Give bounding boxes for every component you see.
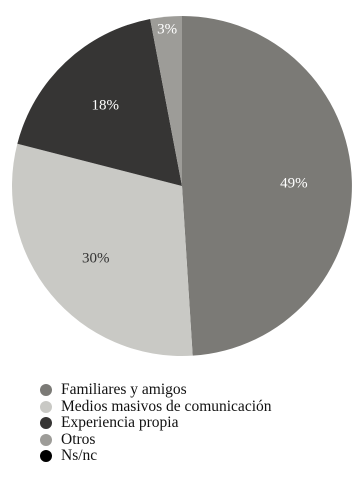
pie-chart: 49% 30% 18% 3% [11,16,352,356]
pie-slice-0 [182,16,352,356]
slice-value-label-1: 30% [82,250,110,266]
legend-item-4: Ns/nc [40,448,272,465]
slice-value-label-2: 18% [92,97,120,113]
legend-label-4: Ns/nc [61,447,98,465]
pie-slice-2 [17,19,183,187]
legend-label-1: Medios masivos de comunicación [61,397,272,415]
chart-legend: Familiares y amigos Medios masivos de com… [40,382,272,465]
legend-swatch-2 [40,417,52,430]
pie-slice-1 [11,143,193,356]
legend-swatch-1 [40,400,52,413]
legend-swatch-0 [40,384,52,397]
legend-item-2: Experiencia propia [40,415,272,432]
legend-item-0: Familiares y amigos [40,382,272,399]
slice-value-label-0: 49% [280,176,308,192]
legend-label-2: Experiencia propia [61,414,179,432]
legend-label-3: Otros [61,430,96,448]
legend-item-3: Otros [40,430,272,449]
legend-label-0: Familiares y amigos [61,381,187,399]
legend-item-1: Medios masivos de comunicación [40,397,272,416]
slice-value-label-3: 3% [157,22,177,38]
pie-slice-3 [150,16,182,186]
legend-swatch-3 [40,433,52,446]
legend-swatch-4 [40,450,52,463]
